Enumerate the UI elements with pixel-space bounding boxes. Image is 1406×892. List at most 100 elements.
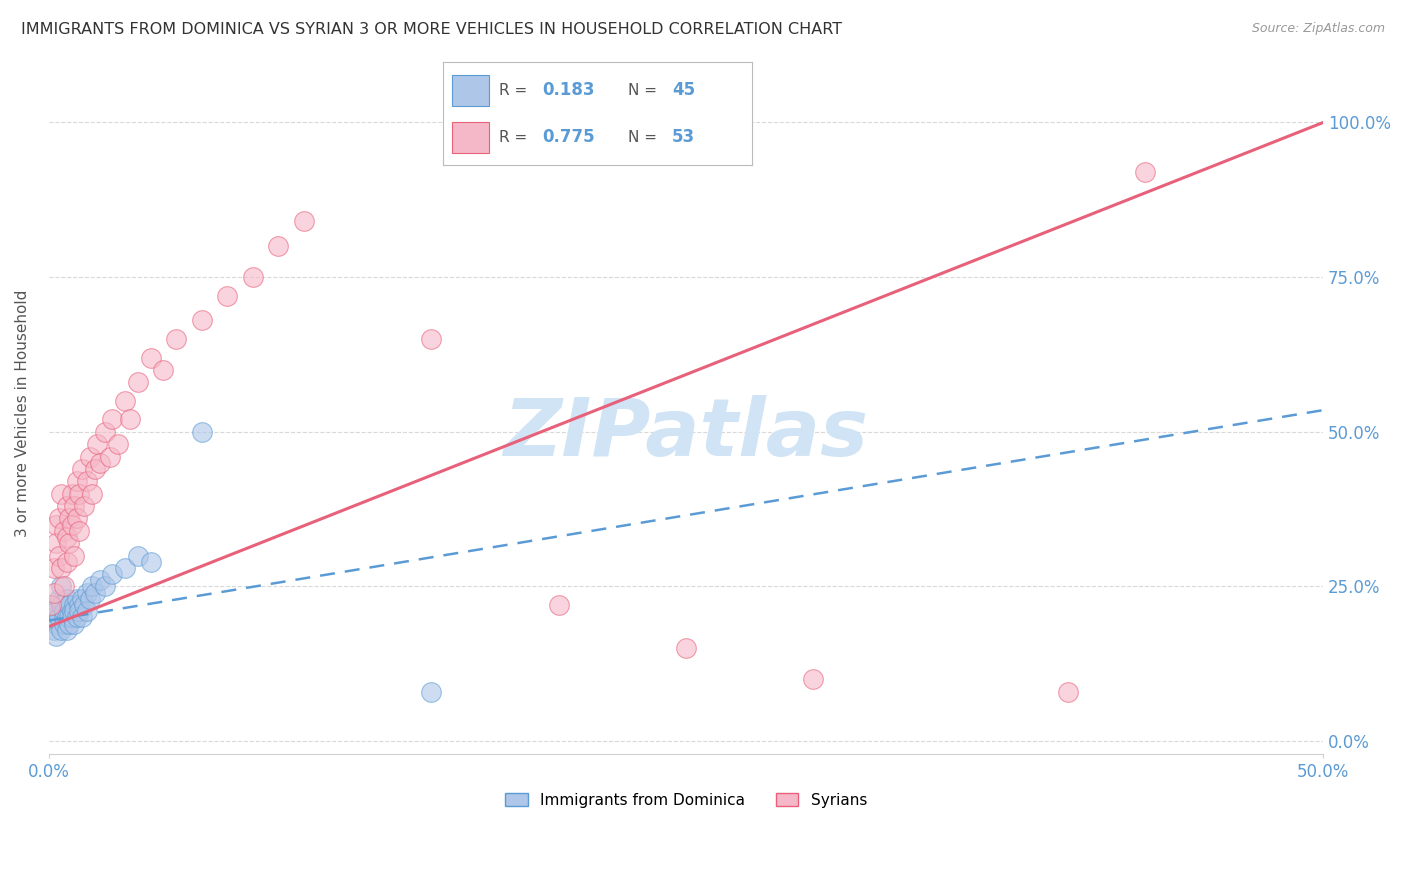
Point [58,598,80,612]
Text: 0.183: 0.183 [541,81,595,99]
Text: 0.775: 0.775 [541,128,595,146]
Point [42,623,65,637]
Point [53,524,76,538]
Point [48,591,70,606]
Point [165,332,187,346]
Point [73,499,96,513]
Point [1133,165,1156,179]
Point [217,289,239,303]
Point [70,462,93,476]
Point [55,591,77,606]
FancyBboxPatch shape [453,122,489,153]
Point [83,462,105,476]
Point [66,475,89,489]
Point [94,579,117,593]
Point [66,511,89,525]
Point [51,598,73,612]
Point [58,511,80,525]
Point [67,604,90,618]
Point [55,555,77,569]
Point [51,561,73,575]
Point [80,486,103,500]
Point [60,517,83,532]
Point [48,610,70,624]
Text: N =: N = [628,130,658,145]
Point [83,585,105,599]
Point [45,536,67,550]
Point [547,598,569,612]
Point [80,579,103,593]
Point [60,604,83,618]
Point [420,332,443,346]
Point [48,549,70,563]
Point [55,610,77,624]
Point [127,549,149,563]
Point [42,561,65,575]
Point [1057,684,1080,698]
Point [51,486,73,500]
Text: R =: R = [499,83,527,97]
Point [70,591,93,606]
FancyBboxPatch shape [453,75,489,105]
Point [53,610,76,624]
Point [63,499,86,513]
Point [39,598,62,612]
Point [58,610,80,624]
Point [42,585,65,599]
Point [101,412,124,426]
Text: 45: 45 [672,81,695,99]
Point [101,567,124,582]
Point [63,598,86,612]
Point [51,623,73,637]
Point [70,610,93,624]
Point [114,393,136,408]
Point [139,555,162,569]
Point [79,591,101,606]
Point [190,425,212,439]
Point [76,604,98,618]
Point [55,499,77,513]
Text: N =: N = [628,83,658,97]
Point [76,585,98,599]
Point [63,616,86,631]
Point [66,610,89,624]
Point [51,579,73,593]
Point [53,616,76,631]
Point [420,684,443,698]
Point [67,524,90,538]
Point [66,591,89,606]
Y-axis label: 3 or more Vehicles in Household: 3 or more Vehicles in Household [15,290,30,537]
Point [139,351,162,365]
Text: R =: R = [499,130,527,145]
Legend: Immigrants from Dominica, Syrians: Immigrants from Dominica, Syrians [499,787,873,814]
Point [79,450,101,464]
Point [152,363,174,377]
Point [803,673,825,687]
Point [60,610,83,624]
Point [292,214,315,228]
Point [45,629,67,643]
Point [86,437,108,451]
Point [53,604,76,618]
Point [58,536,80,550]
Point [190,313,212,327]
Point [76,475,98,489]
Point [94,425,117,439]
Point [114,561,136,575]
Point [55,530,77,544]
Text: ZIPatlas: ZIPatlas [503,394,869,473]
Point [127,376,149,390]
Point [242,270,264,285]
Point [39,598,62,612]
Point [63,604,86,618]
Point [107,437,129,451]
Text: 53: 53 [672,128,695,146]
Point [98,450,121,464]
Point [120,412,142,426]
Text: Source: ZipAtlas.com: Source: ZipAtlas.com [1251,22,1385,36]
Point [53,579,76,593]
Point [89,574,111,588]
Point [67,486,90,500]
Point [45,616,67,631]
Point [267,239,290,253]
